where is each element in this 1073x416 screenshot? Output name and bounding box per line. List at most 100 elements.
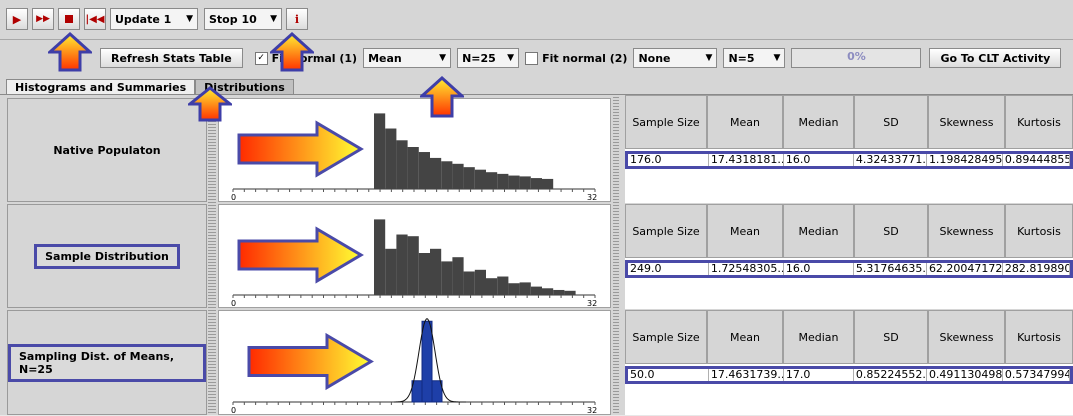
stats-table-means: Sample Size Mean Median SD Skewness Kurt… — [625, 310, 1073, 415]
histogram-bar — [441, 161, 453, 189]
fast-forward-button[interactable]: ▶▶ — [32, 8, 54, 30]
x-tick-label: 32 — [587, 193, 597, 202]
histogram-bar — [452, 257, 464, 295]
histogram-bar — [542, 288, 554, 295]
header-sd[interactable]: SD — [854, 95, 928, 149]
chevron-down-icon: ▼ — [186, 14, 193, 24]
progress-bar: 0% — [791, 48, 922, 68]
tab-distributions[interactable]: Distributions — [195, 79, 294, 95]
update-select[interactable]: Update 1 ▼ — [110, 8, 198, 30]
toolbar: ▶ ▶▶ |◀◀ Update 1 ▼ Stop 10 ▼ i — [6, 6, 308, 32]
header-skewness[interactable]: Skewness — [928, 310, 1005, 364]
go-to-clt-button[interactable]: Go To CLT Activity — [929, 48, 1062, 68]
header-kurtosis[interactable]: Kurtosis — [1005, 310, 1073, 364]
x-tick-label: 0 — [231, 406, 236, 415]
table-row[interactable]: 249.0 1.72548305... 16.0 5.31764635... 6… — [625, 260, 1073, 278]
histogram-bar — [385, 248, 397, 295]
header-kurtosis[interactable]: Kurtosis — [1005, 95, 1073, 149]
histogram-bar — [430, 157, 442, 189]
header-sample-size[interactable]: Sample Size — [625, 204, 707, 258]
histogram-bar — [542, 178, 554, 189]
histogram-bar — [418, 253, 430, 295]
histogram-bar — [474, 269, 486, 295]
histogram-means: 0 32 — [231, 318, 597, 415]
header-median[interactable]: Median — [783, 310, 854, 364]
annotation-up-arrow — [270, 32, 314, 72]
fit2-select[interactable]: None ▼ — [633, 48, 718, 68]
stats-table-sample: Sample Size Mean Median SD Skewness Kurt… — [625, 204, 1073, 309]
histogram-bar — [519, 176, 531, 189]
histogram-bar — [530, 178, 542, 189]
histogram-bar — [441, 261, 453, 295]
table-header: Sample Size Mean Median SD Skewness Kurt… — [625, 95, 1073, 149]
header-sample-size[interactable]: Sample Size — [625, 310, 707, 364]
checkbox-box — [525, 51, 539, 65]
table-row[interactable]: 50.0 17.4631739... 17.0 0.85224552... 0.… — [625, 366, 1073, 384]
histogram-bar — [463, 271, 475, 295]
toolbar-separator — [0, 39, 1073, 40]
table-row[interactable]: 176.0 17.4318181... 16.0 4.32433771... 1… — [625, 151, 1073, 169]
checkbox-box: ✓ — [254, 51, 268, 65]
info-icon: i — [294, 12, 300, 26]
splitter-left[interactable] — [208, 95, 216, 415]
x-tick-label: 0 — [231, 299, 236, 308]
table-header: Sample Size Mean Median SD Skewness Kurt… — [625, 204, 1073, 258]
header-sd[interactable]: SD — [854, 310, 928, 364]
header-sample-size[interactable]: Sample Size — [625, 95, 707, 149]
histogram-bar — [396, 140, 408, 189]
play-button[interactable]: ▶ — [6, 8, 28, 30]
splitter-right[interactable] — [613, 95, 619, 415]
tab-histograms[interactable]: Histograms and Summaries — [6, 79, 196, 95]
histogram-bar — [452, 163, 464, 189]
chevron-down-icon: ▼ — [705, 53, 713, 63]
histogram-bar — [396, 234, 408, 295]
annotation-up-arrow — [48, 32, 92, 72]
header-mean[interactable]: Mean — [707, 95, 783, 149]
histogram-bar — [463, 167, 475, 189]
histogram-bar — [421, 320, 433, 403]
histogram-bar — [407, 236, 419, 295]
header-median[interactable]: Median — [783, 204, 854, 258]
header-median[interactable]: Median — [783, 95, 854, 149]
stop-icon — [65, 15, 73, 23]
header-mean[interactable]: Mean — [707, 310, 783, 364]
fit-normal-2-checkbox[interactable]: Fit normal (2) — [525, 51, 627, 65]
normal-fit-curve — [394, 318, 466, 403]
refresh-stats-button[interactable]: Refresh Stats Table — [100, 48, 243, 68]
x-tick-label: 0 — [231, 193, 236, 202]
header-skewness[interactable]: Skewness — [928, 204, 1005, 258]
header-kurtosis[interactable]: Kurtosis — [1005, 204, 1073, 258]
table-header: Sample Size Mean Median SD Skewness Kurt… — [625, 310, 1073, 364]
chart-native-population: 0 32 — [218, 98, 611, 202]
histogram-sample: 0 32 — [231, 219, 597, 308]
stop-select[interactable]: Stop 10 ▼ — [204, 8, 282, 30]
x-tick-label: 32 — [587, 299, 597, 308]
annotation-right-arrow — [247, 332, 374, 391]
reset-button[interactable]: |◀◀ — [84, 8, 106, 30]
header-sd[interactable]: SD — [854, 204, 928, 258]
chevron-down-icon: ▼ — [439, 53, 447, 63]
info-button[interactable]: i — [286, 8, 308, 30]
histogram-bar — [430, 248, 442, 295]
stop-button[interactable] — [58, 8, 80, 30]
histogram-bar — [385, 128, 397, 189]
n2-select[interactable]: N=5 ▼ — [723, 48, 786, 68]
histogram-native: 0 32 — [231, 113, 597, 202]
histogram-bar — [407, 147, 419, 189]
histogram-bar — [497, 276, 509, 295]
controls-row: Refresh Stats Table ✓ Fit normal (1) Mean… — [100, 48, 1062, 68]
header-mean[interactable]: Mean — [707, 204, 783, 258]
header-skewness[interactable]: Skewness — [928, 95, 1005, 149]
histogram-bar — [486, 278, 498, 295]
histogram-bar — [519, 282, 531, 295]
annotation-up-arrow — [188, 86, 232, 122]
fast-forward-icon: ▶▶ — [36, 14, 50, 24]
n-select[interactable]: N=25 ▼ — [457, 48, 520, 68]
chevron-down-icon: ▼ — [507, 53, 515, 63]
histogram-bar — [508, 283, 520, 295]
annotation-right-arrow — [237, 226, 364, 284]
statistic-select[interactable]: Mean ▼ — [363, 48, 452, 68]
play-icon: ▶ — [12, 12, 22, 26]
tab-underline — [0, 94, 1073, 95]
